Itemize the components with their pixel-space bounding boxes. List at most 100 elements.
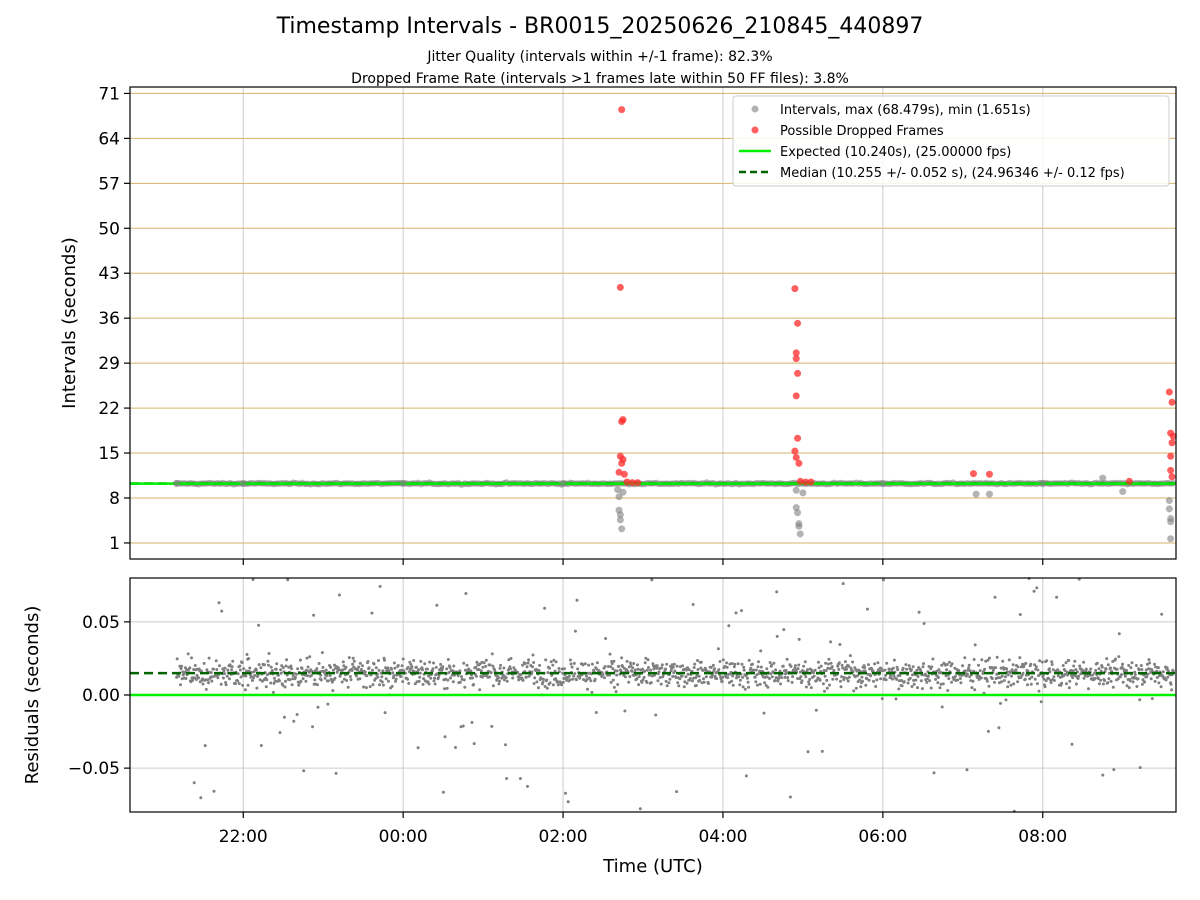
- residual-point: [1160, 612, 1164, 616]
- residual-point: [279, 668, 283, 672]
- residual-point: [646, 658, 650, 662]
- residual-point: [740, 662, 744, 666]
- residual-point: [959, 681, 963, 685]
- residual-point: [612, 659, 616, 663]
- residual-point: [611, 667, 615, 671]
- residual-point: [793, 664, 797, 668]
- residual-point: [223, 672, 226, 676]
- residual-point: [462, 678, 466, 682]
- dropped-frame-point: [628, 479, 636, 487]
- residual-point: [543, 606, 547, 610]
- interval-point: [879, 480, 887, 488]
- residual-point: [337, 668, 341, 672]
- residual-point: [889, 673, 892, 677]
- residual-point: [704, 675, 708, 679]
- residual-point: [645, 668, 649, 672]
- interval-point: [618, 525, 626, 533]
- residual-point: [1159, 685, 1163, 689]
- residual-point: [312, 613, 316, 617]
- residual-point: [458, 669, 462, 673]
- residual-point: [238, 664, 242, 668]
- residual-point: [334, 771, 338, 775]
- residual-point: [489, 671, 493, 675]
- residual-point: [641, 667, 644, 671]
- residual-point: [895, 677, 899, 681]
- residual-point: [206, 678, 210, 682]
- residual-point: [968, 669, 972, 673]
- residual-point: [866, 672, 870, 676]
- residual-point: [192, 781, 196, 785]
- residual-point: [755, 683, 759, 687]
- residual-point: [378, 683, 382, 687]
- residual-point: [1018, 656, 1022, 660]
- residual-point: [693, 662, 697, 666]
- residual-point: [317, 662, 321, 665]
- residual-point: [1088, 673, 1092, 677]
- residual-point: [702, 677, 705, 681]
- residual-point: [863, 669, 867, 673]
- residual-point: [633, 668, 637, 672]
- residual-point: [891, 666, 895, 670]
- residual-point: [209, 671, 213, 675]
- residual-point: [566, 800, 570, 804]
- residual-point: [845, 676, 849, 680]
- residual-point: [1145, 662, 1149, 666]
- residual-point: [201, 682, 205, 686]
- residual-point: [804, 685, 808, 689]
- residual-point: [298, 658, 302, 662]
- residual-point: [230, 665, 234, 669]
- residual-point: [946, 689, 950, 692]
- residual-point: [188, 666, 192, 670]
- residual-point: [608, 673, 611, 677]
- residual-point: [236, 672, 240, 676]
- residual-point: [746, 676, 749, 680]
- residual-point: [1087, 687, 1090, 691]
- residual-point: [880, 697, 884, 701]
- residual-point: [838, 643, 842, 646]
- residual-point: [819, 664, 823, 668]
- residual-point: [620, 656, 624, 660]
- residual-point: [496, 676, 500, 680]
- residual-point: [1105, 657, 1109, 661]
- residual-point: [891, 677, 895, 681]
- residual-point: [905, 667, 908, 671]
- residual-point: [883, 668, 887, 672]
- residual-point: [482, 661, 486, 665]
- residual-point: [472, 683, 476, 686]
- residual-point: [826, 662, 830, 666]
- residual-point: [749, 666, 753, 670]
- dropped-frame-point: [1165, 388, 1173, 396]
- bottom-xtick-label: 02:00: [539, 827, 588, 847]
- residual-point: [843, 660, 847, 664]
- residual-point: [477, 668, 481, 671]
- residual-point: [735, 676, 738, 680]
- residual-point: [498, 679, 501, 683]
- residual-point: [802, 664, 806, 668]
- legend-label-dropped: Possible Dropped Frames: [780, 124, 944, 139]
- residual-point: [533, 676, 537, 680]
- residual-point: [246, 683, 250, 687]
- residual-point: [659, 682, 663, 686]
- residual-point: [479, 669, 483, 673]
- residual-point: [721, 658, 725, 662]
- residual-point: [873, 662, 877, 666]
- residual-point: [929, 686, 933, 690]
- residual-point: [215, 668, 219, 671]
- residual-point: [678, 677, 682, 681]
- residual-point: [222, 669, 226, 673]
- residual-point: [1035, 682, 1039, 686]
- top-ytick-label: 50: [98, 219, 120, 239]
- residual-point: [777, 676, 781, 680]
- residual-point: [961, 664, 965, 668]
- residual-point: [456, 674, 460, 678]
- residual-point: [731, 683, 735, 687]
- residual-point: [884, 678, 888, 682]
- residual-point: [545, 678, 549, 682]
- residual-point: [573, 672, 577, 676]
- residual-point: [824, 669, 828, 673]
- dropped-frame-point: [791, 285, 799, 293]
- interval-point: [1119, 488, 1127, 496]
- residual-point: [358, 661, 362, 665]
- residual-point: [212, 789, 216, 793]
- residual-point: [691, 679, 694, 683]
